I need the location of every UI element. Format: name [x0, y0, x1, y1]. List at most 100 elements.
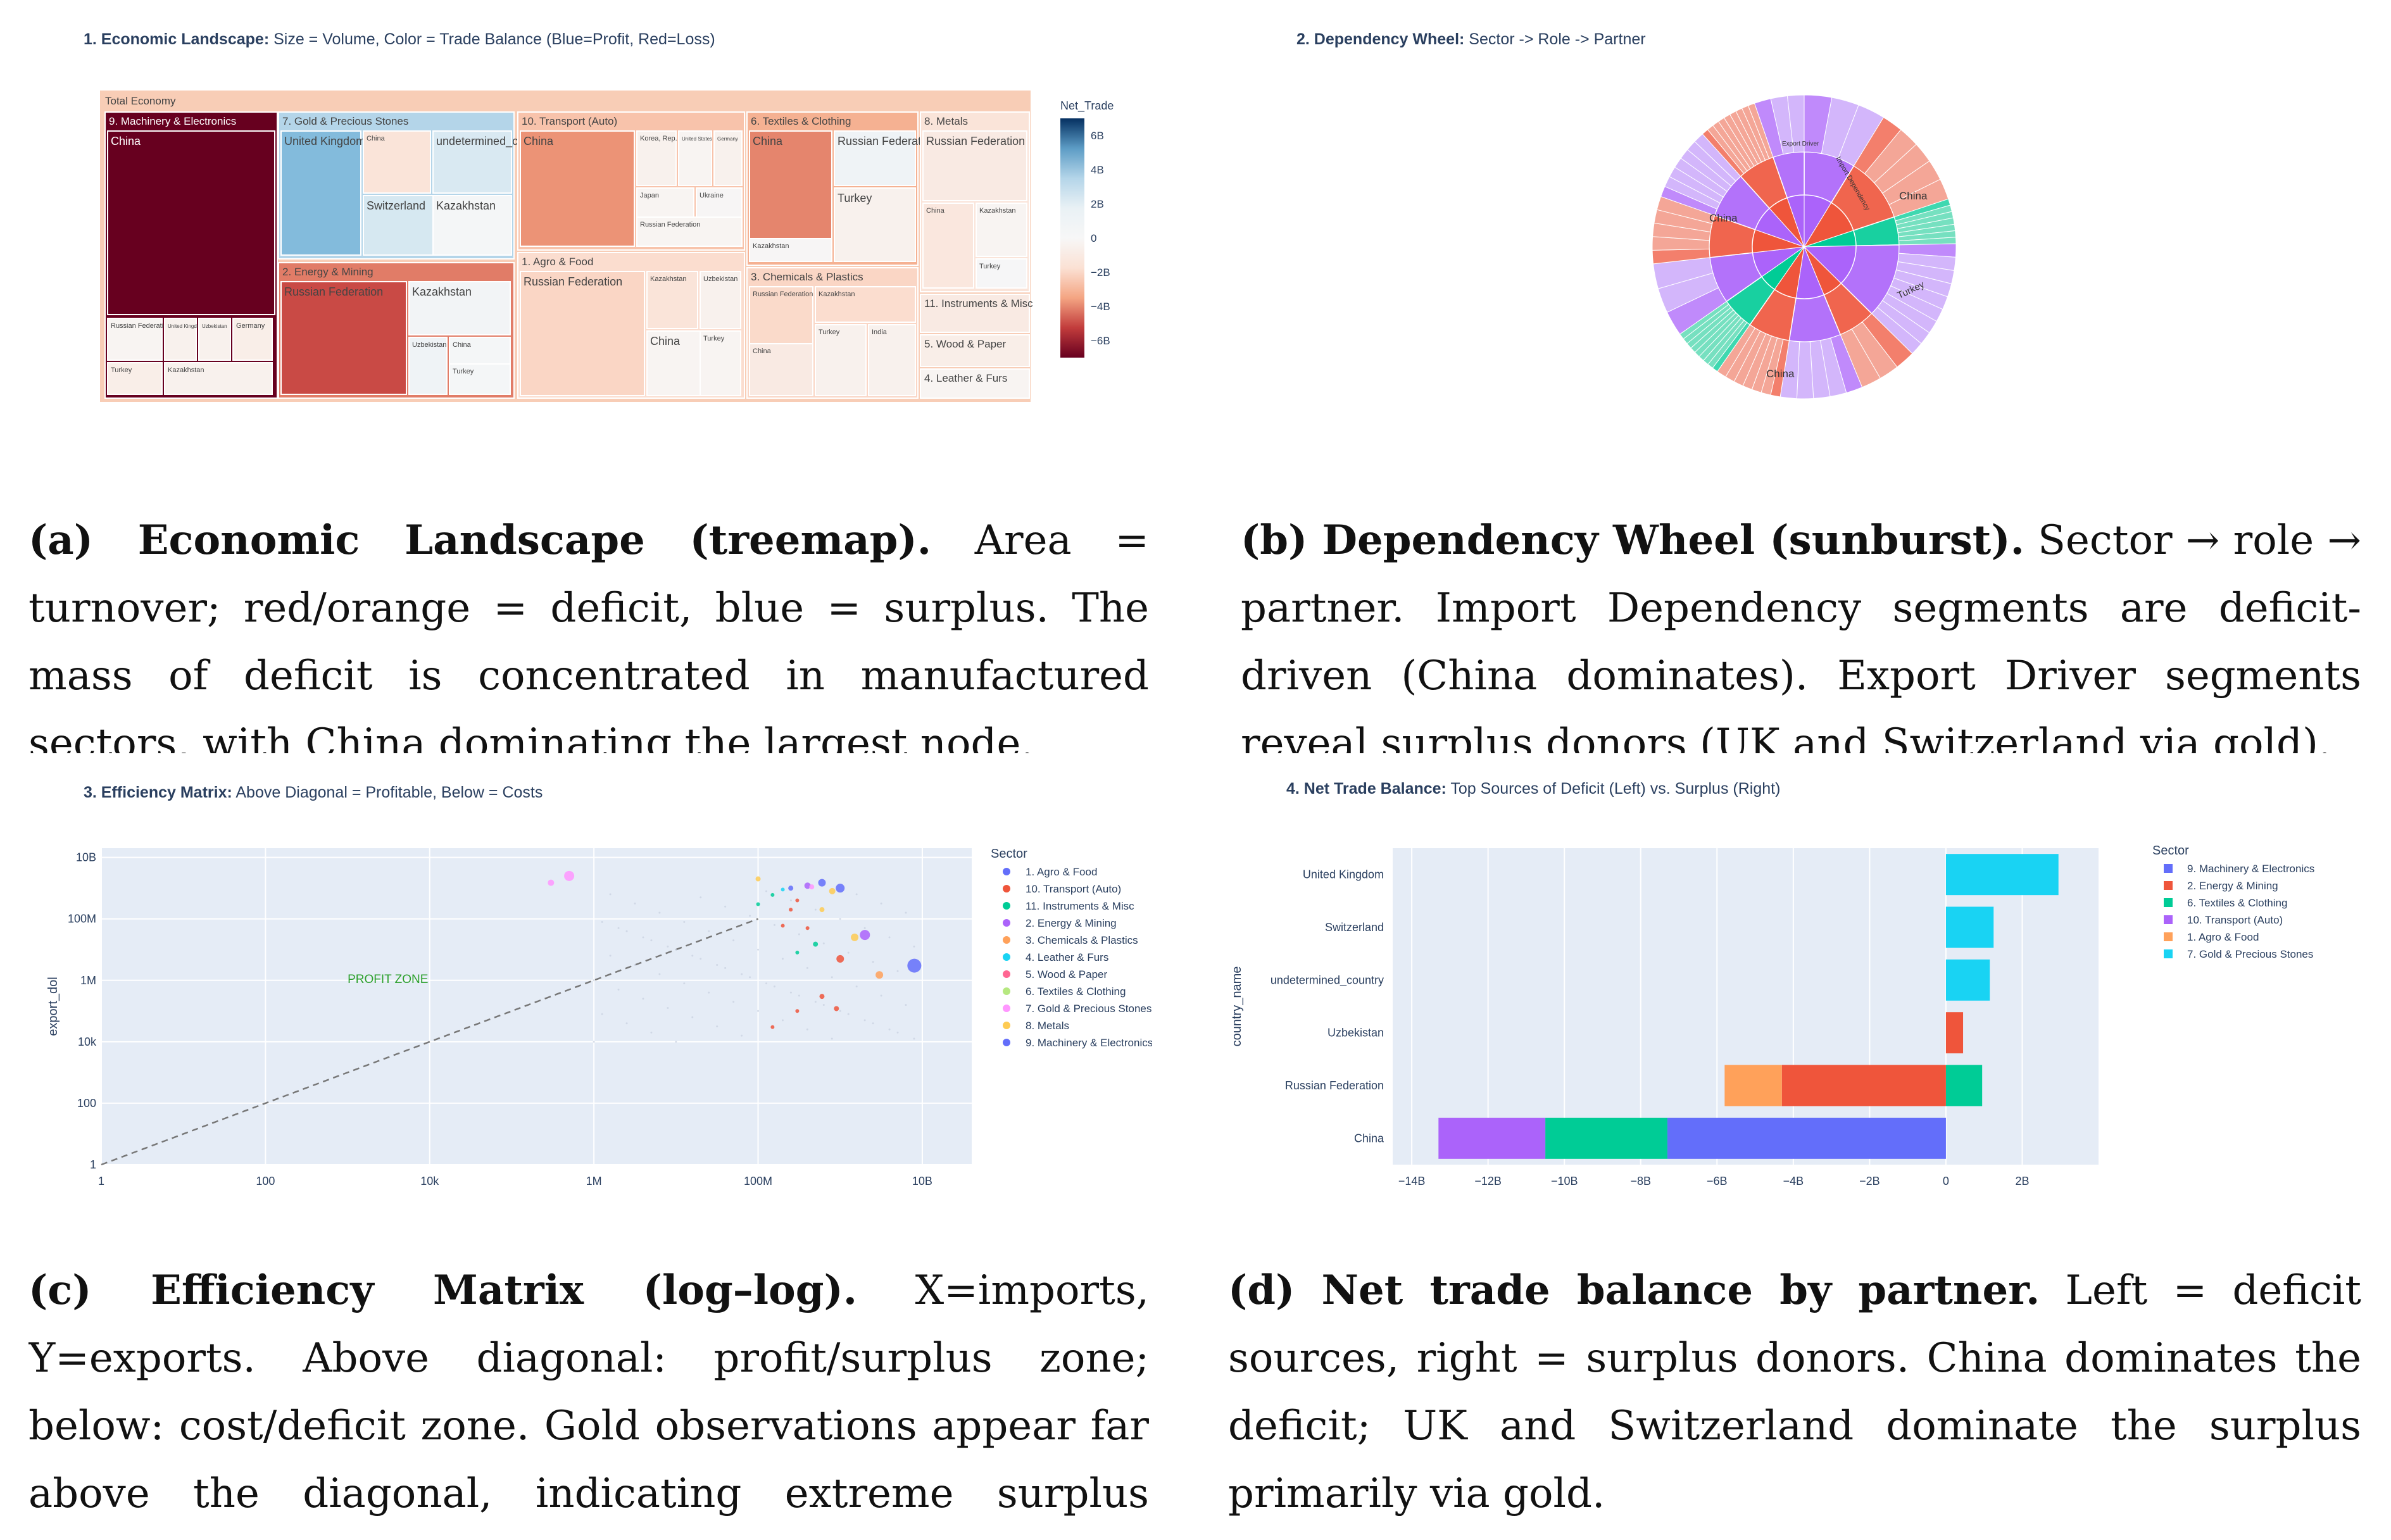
bar-category-label: undetermined_country	[1271, 973, 1384, 987]
scatter-point	[851, 933, 859, 941]
scatter-point-faint	[650, 1031, 653, 1034]
bar-x-tick-label: −8B	[1630, 1175, 1651, 1187]
treemap-child-rect	[646, 271, 698, 329]
treemap-sector-label: 8. Metals	[924, 115, 968, 127]
scatter-point	[795, 1009, 800, 1013]
colorbar-gradient	[1060, 118, 1084, 358]
scatter-point-faint	[839, 1010, 841, 1012]
scatter-point-faint	[863, 1019, 866, 1022]
scatter-point-faint	[683, 982, 686, 985]
scatter-legend-marker	[1003, 919, 1010, 927]
scatter-point-faint	[593, 1041, 595, 1043]
scatter-point	[770, 1025, 775, 1029]
scatter-point-faint	[847, 951, 850, 954]
scatter-point-faint	[601, 1013, 603, 1015]
scatter-point	[819, 994, 825, 999]
bar-segment	[1945, 854, 2059, 896]
treemap-child-label: Kazakhstan	[412, 285, 472, 298]
scatter-legend-label: 8. Metals	[1026, 1020, 1069, 1032]
scatter-point-faint	[888, 936, 891, 939]
scatter-legend-label: 9. Machinery & Electronics	[1026, 1037, 1152, 1049]
scatter-point-faint	[667, 945, 669, 948]
treemap-child-rect	[107, 318, 163, 361]
scatter-point-faint	[806, 967, 808, 969]
bar-segment	[1667, 1117, 1946, 1159]
colorbar-title: Net_Trade	[1060, 99, 1114, 113]
scatter-point-faint	[732, 1001, 735, 1003]
bar-segment	[1438, 1117, 1546, 1159]
bar-x-tick-label: 2B	[2015, 1175, 2029, 1187]
scatter-point-faint	[716, 1025, 719, 1028]
scatter-point-faint	[634, 902, 636, 905]
scatter-point-faint	[691, 1016, 694, 1018]
treemap-child-label: Ukraine	[700, 192, 724, 199]
scatter-point-faint	[691, 955, 694, 957]
treemap-child-rect	[749, 238, 832, 262]
scatter-point-faint	[625, 930, 628, 932]
treemap-child-label: Kazakhstan	[979, 207, 1015, 215]
treemap-child-label: Kazakhstan	[436, 199, 496, 212]
treemap-chart: Total Economy 9. Machinery & Electronics C…	[100, 91, 1114, 402]
scatter-point-faint	[700, 896, 702, 899]
treemap-child-label: Russian Federation	[284, 285, 383, 298]
scatter-point-faint	[822, 942, 825, 945]
scatter-point-faint	[773, 985, 775, 987]
sunburst-title: 2. Dependency Wheel: Sector -> Role -> P…	[1296, 30, 1646, 48]
scatter-point	[829, 887, 836, 894]
bar-y-axis-label: country_name	[1230, 967, 1244, 1047]
treemap-sector-rect	[920, 294, 1030, 333]
scatter-point-faint	[905, 1004, 907, 1006]
scatter-y-tick-label: 100M	[68, 913, 96, 925]
scatter-point-faint	[814, 1001, 817, 1003]
treemap-child-label: Uzbekistan	[202, 323, 227, 329]
bar-legend-marker	[2164, 949, 2173, 958]
bar-legend-marker	[2164, 864, 2173, 873]
sunburst-partner-segment	[1786, 94, 1805, 153]
bar-legend-label: 1. Agro & Food	[2187, 931, 2259, 943]
treemap-sector-label: 10. Transport (Auto)	[522, 115, 617, 127]
sunburst-label: China	[1709, 212, 1738, 224]
caption-d: (d) Net trade balance by partner. Left =…	[1228, 1267, 2361, 1517]
scatter-point	[907, 958, 922, 973]
scatter-point-faint	[700, 958, 702, 960]
bar-x-tick-label: −4B	[1783, 1175, 1804, 1187]
treemap-child-label: China	[367, 135, 386, 142]
scatter-point	[755, 876, 761, 882]
scatter-point-faint	[880, 902, 882, 905]
scatter-point-faint	[675, 948, 677, 951]
scatter-point-faint	[658, 973, 661, 975]
treemap-child-rect	[976, 258, 1027, 289]
treemap-sector-rect	[920, 368, 1030, 399]
scatter-point-faint	[773, 923, 775, 926]
treemap-child-rect	[976, 203, 1027, 257]
bar-legend-label: 9. Machinery & Electronics	[2187, 863, 2314, 875]
caption-c: (c) Efficiency Matrix (log–log). X=impor…	[28, 1267, 1149, 1517]
scatter-point-faint	[716, 963, 719, 966]
scatter-point-faint	[896, 1031, 899, 1034]
treemap-child-rect	[700, 271, 741, 329]
bar-legend-label: 7. Gold & Precious Stones	[2187, 948, 2313, 960]
scatter-point-faint	[749, 915, 751, 917]
bar-segment	[1945, 959, 1990, 1001]
sunburst-label: Export Driver	[1782, 141, 1819, 147]
scatter-point-faint	[724, 967, 727, 969]
scatter-point-faint	[863, 927, 866, 929]
treemap-child-label: India	[872, 329, 888, 336]
treemap-sector-label: 1. Agro & Food	[522, 256, 593, 268]
colorbar-tick-label: 2B	[1091, 198, 1104, 210]
treemap-sector-label: 4. Leather & Furs	[924, 372, 1007, 384]
scatter-x-tick-label: 1M	[586, 1175, 602, 1187]
scatter-point-faint	[634, 963, 636, 966]
colorbar-tick-label: 6B	[1091, 130, 1104, 142]
treemap-child-label: China	[453, 341, 472, 349]
scatter-point	[805, 926, 810, 930]
treemap-child-rect	[432, 130, 512, 194]
scatter-legend-marker	[1003, 885, 1010, 892]
caption-b: (b) Dependency Wheel (sunburst). Sector …	[1241, 516, 2361, 753]
treemap-child-label: China	[111, 135, 141, 147]
scatter-point-faint	[814, 908, 817, 911]
scatter-x-tick-label: 100M	[744, 1175, 772, 1187]
bar-legend-marker	[2164, 932, 2173, 941]
scatter-legend-label: 2. Energy & Mining	[1026, 917, 1117, 929]
